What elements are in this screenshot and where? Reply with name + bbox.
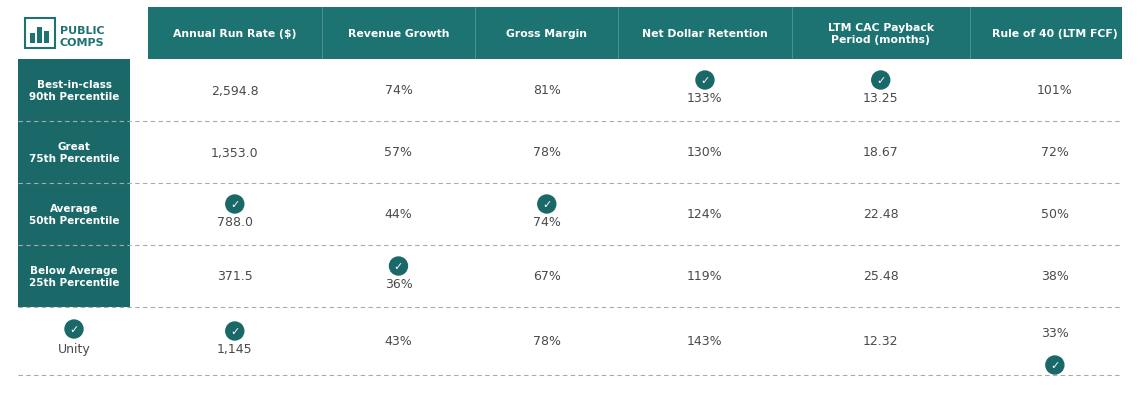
Text: PUBLIC: PUBLIC: [60, 26, 105, 36]
Text: 133%: 133%: [687, 92, 723, 105]
FancyBboxPatch shape: [44, 32, 49, 44]
Text: Best-in-class
90th Percentile: Best-in-class 90th Percentile: [28, 80, 120, 101]
Text: Gross Margin: Gross Margin: [506, 29, 587, 39]
Text: 788.0: 788.0: [217, 216, 253, 229]
Text: 1,353.0: 1,353.0: [211, 146, 259, 159]
Text: 43%: 43%: [384, 335, 413, 348]
Text: Average
50th Percentile: Average 50th Percentile: [28, 204, 120, 225]
Text: 13.25: 13.25: [863, 92, 898, 105]
FancyBboxPatch shape: [148, 8, 1122, 60]
Text: 44%: 44%: [384, 208, 413, 221]
Circle shape: [65, 320, 83, 338]
Circle shape: [226, 322, 244, 340]
Text: 371.5: 371.5: [217, 270, 253, 283]
Text: 78%: 78%: [532, 146, 561, 159]
Text: ✓: ✓: [700, 76, 710, 86]
Text: ✓: ✓: [393, 261, 404, 271]
Text: 18.67: 18.67: [863, 146, 898, 159]
Text: 72%: 72%: [1041, 146, 1069, 159]
Text: 33%: 33%: [1041, 327, 1068, 339]
Circle shape: [226, 196, 244, 213]
Text: 50%: 50%: [1041, 208, 1069, 221]
Text: 74%: 74%: [384, 84, 413, 97]
Text: 130%: 130%: [687, 146, 723, 159]
Circle shape: [390, 257, 407, 275]
Text: 1,145: 1,145: [217, 343, 253, 356]
FancyBboxPatch shape: [18, 184, 130, 245]
Text: ✓: ✓: [543, 200, 552, 209]
FancyBboxPatch shape: [18, 60, 130, 122]
Text: LTM CAC Payback
Period (months): LTM CAC Payback Period (months): [828, 23, 934, 45]
Circle shape: [872, 72, 889, 90]
Circle shape: [538, 196, 556, 213]
FancyBboxPatch shape: [18, 122, 130, 184]
Text: Annual Run Rate ($): Annual Run Rate ($): [173, 29, 296, 39]
FancyBboxPatch shape: [18, 245, 130, 307]
Text: 81%: 81%: [532, 84, 561, 97]
FancyBboxPatch shape: [36, 28, 42, 44]
Text: Revenue Growth: Revenue Growth: [348, 29, 449, 39]
Text: 143%: 143%: [687, 335, 723, 348]
Text: Below Average
25th Percentile: Below Average 25th Percentile: [28, 265, 120, 287]
Text: 119%: 119%: [687, 270, 723, 283]
Text: 74%: 74%: [532, 216, 561, 229]
Text: ✓: ✓: [876, 76, 886, 86]
Circle shape: [697, 72, 714, 90]
Text: Rule of 40 (LTM FCF): Rule of 40 (LTM FCF): [992, 29, 1117, 39]
Text: 12.32: 12.32: [863, 335, 898, 348]
Text: COMPS: COMPS: [60, 38, 105, 48]
Text: 57%: 57%: [384, 146, 413, 159]
Text: 2,594.8: 2,594.8: [211, 84, 259, 97]
Text: ✓: ✓: [230, 200, 239, 209]
Text: 36%: 36%: [384, 278, 413, 291]
Text: 25.48: 25.48: [863, 270, 898, 283]
Text: ✓: ✓: [230, 326, 239, 336]
Text: 78%: 78%: [532, 335, 561, 348]
Text: Great
75th Percentile: Great 75th Percentile: [28, 142, 120, 164]
Text: 124%: 124%: [687, 208, 723, 221]
FancyBboxPatch shape: [30, 34, 35, 44]
Text: 38%: 38%: [1041, 270, 1069, 283]
Text: ✓: ✓: [1050, 360, 1059, 370]
Text: 101%: 101%: [1037, 84, 1073, 97]
Text: Unity: Unity: [58, 343, 90, 356]
Text: Net Dollar Retention: Net Dollar Retention: [642, 29, 768, 39]
Text: ✓: ✓: [70, 324, 79, 334]
Text: 22.48: 22.48: [863, 208, 898, 221]
Circle shape: [1045, 356, 1064, 374]
Text: 67%: 67%: [532, 270, 561, 283]
